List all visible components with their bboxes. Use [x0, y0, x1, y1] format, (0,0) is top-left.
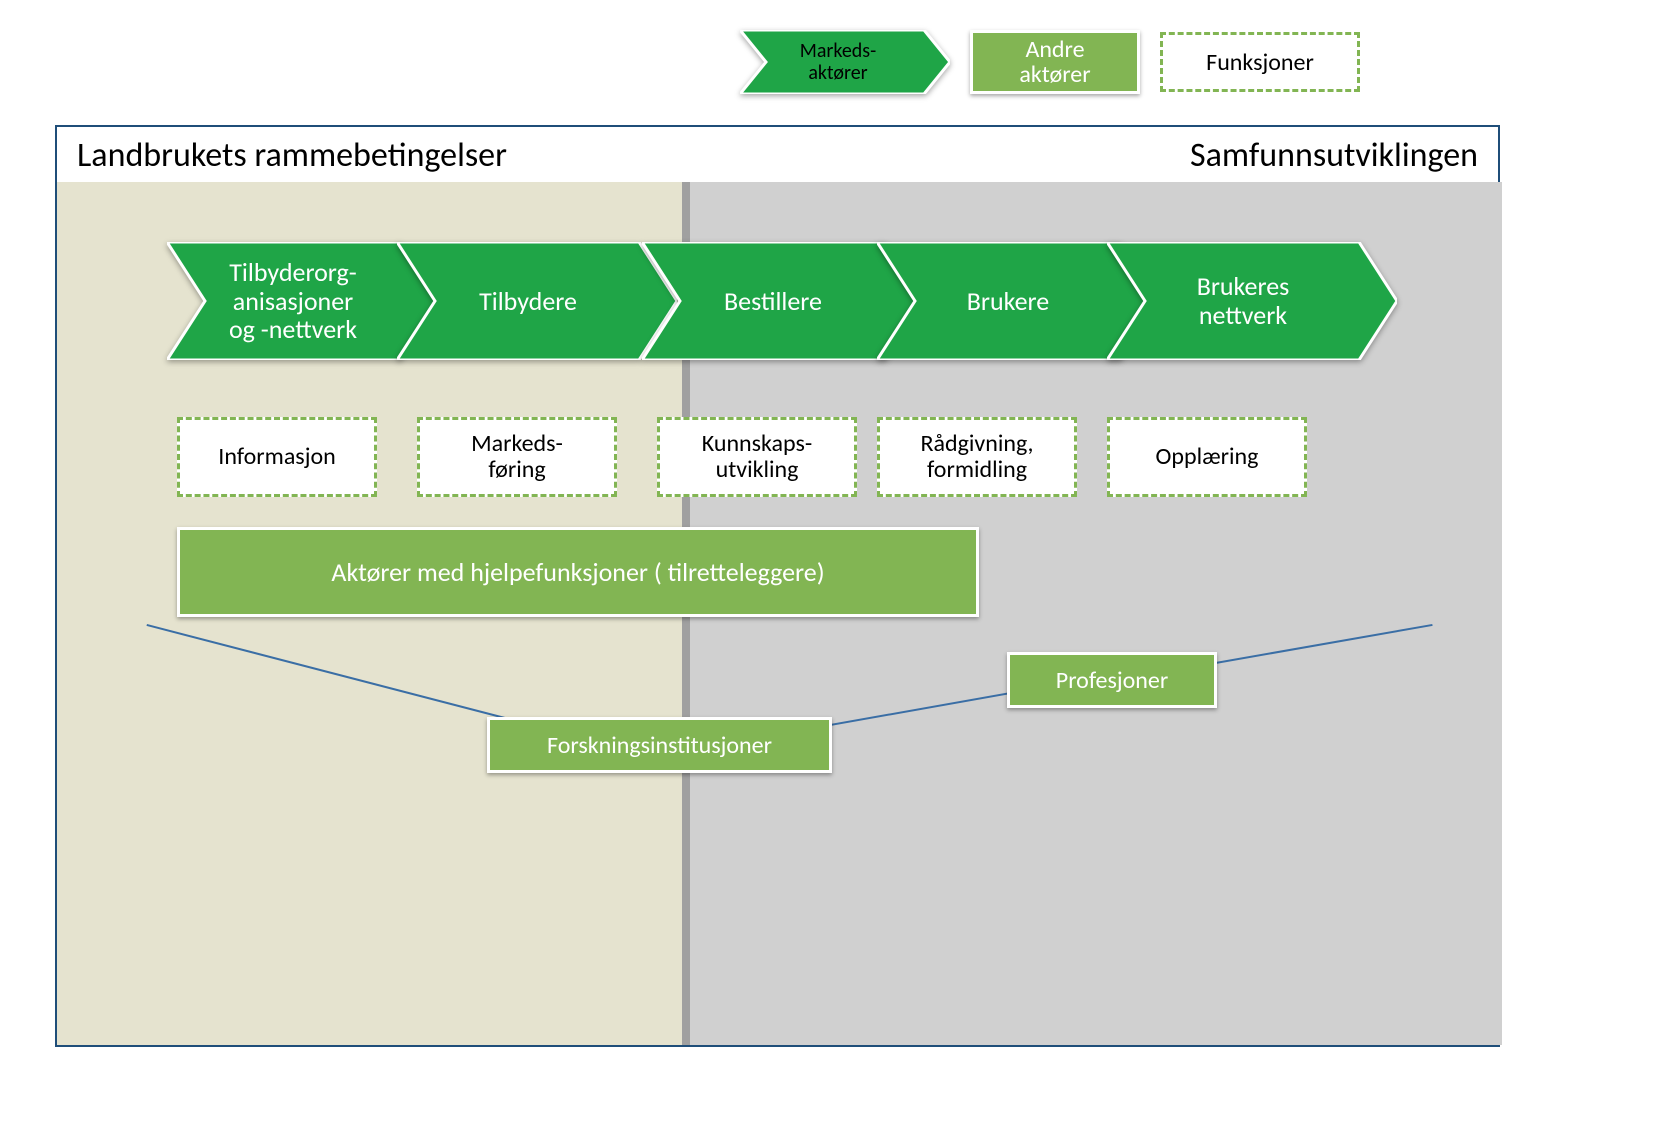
function-box-2: Kunnskaps-utvikling	[657, 417, 857, 497]
facilitator-box: Aktører med hjelpefunksjoner ( tilrettel…	[177, 527, 979, 617]
legend-other-actors: Andre aktører	[970, 30, 1140, 94]
legend-market-line1: Markeds-	[800, 39, 877, 63]
legend-market-actors: Markeds- aktører	[740, 30, 950, 94]
profesjoner-box: Profesjoner	[1007, 652, 1217, 708]
diagram-frame: Landbrukets rammebetingelser Samfunnsutv…	[55, 125, 1500, 1047]
legend-market-line2: aktører	[808, 61, 867, 85]
function-box-0: Informasjon	[177, 417, 377, 497]
forskning-label: Forskningsinstitusjoner	[547, 731, 772, 760]
function-box-4: Opplæring	[1107, 417, 1307, 497]
title-left: Landbrukets rammebetingelser	[77, 135, 507, 176]
legend: Markeds- aktører Andre aktører Funksjone…	[740, 30, 1360, 94]
title-right: Samfunnsutviklingen	[1190, 135, 1478, 176]
chevron-1: Tilbydere	[397, 242, 677, 360]
legend-functions: Funksjoner	[1160, 32, 1360, 92]
profesjoner-label: Profesjoner	[1056, 666, 1168, 695]
function-box-1: Markeds-føring	[417, 417, 617, 497]
function-box-3: Rådgivning,formidling	[877, 417, 1077, 497]
legend-functions-label: Funksjoner	[1206, 48, 1314, 77]
chevron-4: Brukeresnettverk	[1107, 242, 1397, 360]
legend-other-line2: aktører	[1019, 60, 1090, 89]
forskning-box: Forskningsinstitusjoner	[487, 717, 832, 773]
facilitator-label: Aktører med hjelpefunksjoner ( tilrettel…	[331, 556, 824, 588]
